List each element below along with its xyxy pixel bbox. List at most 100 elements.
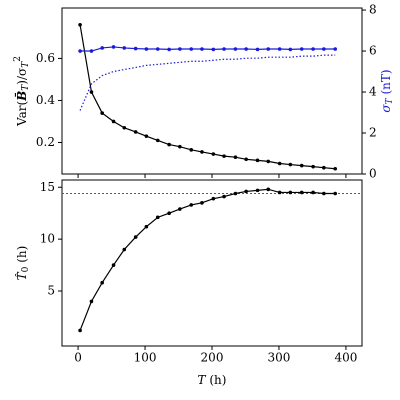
data-point (333, 166, 338, 171)
data-point (100, 280, 104, 285)
data-point (89, 299, 94, 304)
data-point (111, 263, 116, 267)
data-point (311, 164, 315, 169)
data-point (222, 154, 226, 158)
series-line (79, 188, 336, 331)
data-point (178, 144, 182, 149)
data-point (89, 49, 94, 53)
data-point (255, 47, 260, 52)
data-point (288, 190, 293, 195)
label-part: T (198, 373, 207, 387)
data-point (244, 157, 248, 162)
data-point (266, 187, 271, 192)
data-point (211, 47, 216, 52)
data-point (133, 235, 138, 239)
data-point (122, 46, 127, 50)
data-point (100, 111, 104, 115)
plot-frame (61, 179, 363, 347)
data-point (133, 130, 138, 134)
data-point (111, 119, 116, 124)
data-point (89, 90, 94, 94)
y2-tick-label: 2 (369, 126, 377, 140)
label-part: (h) (206, 373, 227, 387)
data-point (233, 155, 238, 159)
y-tick-label: 0.2 (36, 135, 55, 149)
data-point (299, 47, 304, 51)
x-tick-label: 400 (334, 351, 357, 365)
label-part: (nT) (379, 69, 393, 98)
data-point (189, 148, 194, 152)
data-point (155, 215, 160, 220)
data-point (178, 47, 182, 51)
data-point (266, 47, 271, 51)
x-tick-label: 100 (134, 351, 157, 365)
data-point (200, 47, 204, 51)
data-point (277, 47, 282, 51)
label-part: (h) (15, 246, 29, 267)
data-point (322, 191, 326, 196)
data-point (167, 47, 171, 52)
data-point (266, 159, 271, 164)
data-point (78, 49, 82, 53)
data-point (322, 165, 326, 170)
data-point (222, 47, 226, 51)
label-part: T̂ (13, 271, 28, 280)
x-tick-label: 200 (201, 351, 224, 365)
label-part: Var( (15, 101, 29, 127)
y-label: T̂0 (h) (13, 246, 30, 281)
y-tick-label: 10 (40, 232, 55, 246)
y2-tick-label: 4 (369, 85, 377, 99)
data-point (100, 46, 104, 50)
y2-tick-label: 0 (369, 167, 377, 181)
label-part: )/σ (15, 68, 29, 85)
data-point (200, 201, 204, 205)
data-point (255, 188, 260, 193)
data-point (233, 191, 238, 196)
data-point (200, 150, 204, 154)
y2-tick-label: 8 (369, 3, 377, 17)
data-point (311, 190, 315, 195)
y-label: Var(B̄T)/σT2 (12, 56, 30, 127)
data-point (333, 191, 338, 196)
data-point (78, 23, 82, 27)
data-point (178, 207, 182, 211)
y2-tick-label: 6 (369, 44, 377, 58)
label-part: T (385, 97, 395, 104)
data-point (111, 45, 116, 49)
x-tick-label: 0 (74, 351, 82, 365)
data-point (144, 47, 149, 51)
label-part: T (21, 61, 31, 68)
data-point (167, 211, 171, 215)
data-point (333, 47, 338, 51)
data-point (189, 47, 194, 51)
series-line (80, 46, 336, 52)
data-point (244, 189, 248, 194)
data-point (288, 162, 293, 167)
data-point (299, 190, 304, 195)
data-point (211, 152, 216, 156)
data-point (189, 203, 194, 207)
plot-frame (61, 7, 363, 175)
data-point (155, 47, 160, 51)
series-line (79, 54, 336, 111)
y-tick-label: 0.6 (36, 51, 55, 65)
data-point (299, 163, 304, 168)
x-label: T (h) (198, 373, 227, 387)
data-point (311, 47, 315, 51)
x-tick-label: 300 (268, 351, 291, 365)
label-part: B̄ (12, 91, 28, 102)
label-part: σ (379, 104, 393, 113)
label-part: T (21, 84, 31, 91)
data-point (255, 158, 260, 163)
data-point (222, 194, 226, 199)
series-line (79, 24, 336, 170)
y-tick-label: 15 (40, 180, 55, 194)
y-tick-label: 5 (47, 284, 55, 298)
data-point (122, 247, 127, 252)
data-point (233, 47, 238, 51)
data-point (288, 47, 293, 52)
data-point (322, 47, 326, 51)
y-tick-label: 0.4 (36, 93, 55, 107)
data-point (144, 134, 149, 138)
